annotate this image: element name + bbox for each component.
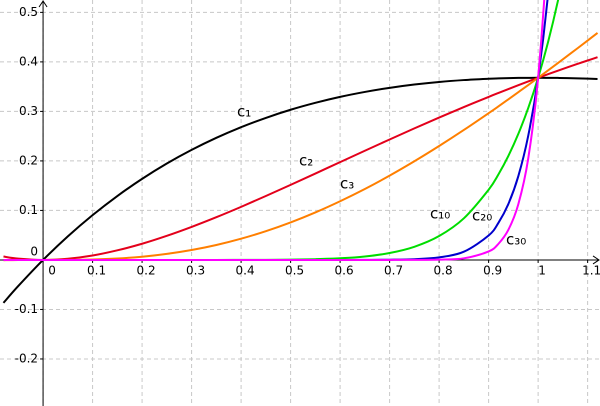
curve bbox=[3, 32, 599, 262]
curve bbox=[2, 76, 598, 304]
x-tick-label: 1.1 bbox=[582, 263, 600, 277]
y-tick-label: 0.2 bbox=[19, 153, 38, 167]
y-tick-label: 0.5 bbox=[19, 5, 38, 19]
x-tick-label: 1 bbox=[538, 263, 546, 277]
x-tick-label: 0.3 bbox=[186, 263, 205, 277]
x-tick-label: 0.2 bbox=[137, 263, 156, 277]
y-tick-label: 0.4 bbox=[19, 54, 38, 68]
x-tick-label: 0 bbox=[48, 263, 56, 277]
series-label: c₁₀ bbox=[430, 205, 450, 223]
curves bbox=[2, 0, 599, 304]
curve bbox=[3, 56, 598, 261]
x-tick-label: 0.6 bbox=[335, 263, 354, 277]
curve bbox=[3, 0, 546, 261]
y-tick-label: 0.3 bbox=[19, 104, 38, 118]
x-tick-label: 0.4 bbox=[236, 263, 255, 277]
x-tick-label: 0.5 bbox=[285, 263, 304, 277]
y-tick-label: -0.2 bbox=[15, 351, 38, 365]
series-label: c₂ bbox=[299, 152, 313, 170]
series-label: c₁ bbox=[237, 103, 251, 121]
x-tick-label: 0.7 bbox=[384, 263, 403, 277]
y-tick-label: 0 bbox=[30, 244, 38, 258]
labels: 0 0.1 0.2 0.3 0.4 0.5 0.6 0.7 0.8 0.9 1 1.1 -0.2 -0.1… bbox=[15, 5, 600, 366]
y-tick-label: -0.1 bbox=[15, 302, 38, 316]
series-label: c₂₀ bbox=[472, 207, 492, 225]
y-tick-label: 0.1 bbox=[19, 203, 38, 217]
series-label: c₃ bbox=[340, 175, 354, 193]
x-tick-label: 0.9 bbox=[483, 263, 502, 277]
x-tick-label: 0.1 bbox=[87, 263, 106, 277]
series-label: c₃₀ bbox=[506, 231, 526, 249]
x-axis-arrow bbox=[592, 255, 600, 265]
y-axis-arrow bbox=[38, 0, 48, 8]
x-tick-label: 0.8 bbox=[434, 263, 453, 277]
